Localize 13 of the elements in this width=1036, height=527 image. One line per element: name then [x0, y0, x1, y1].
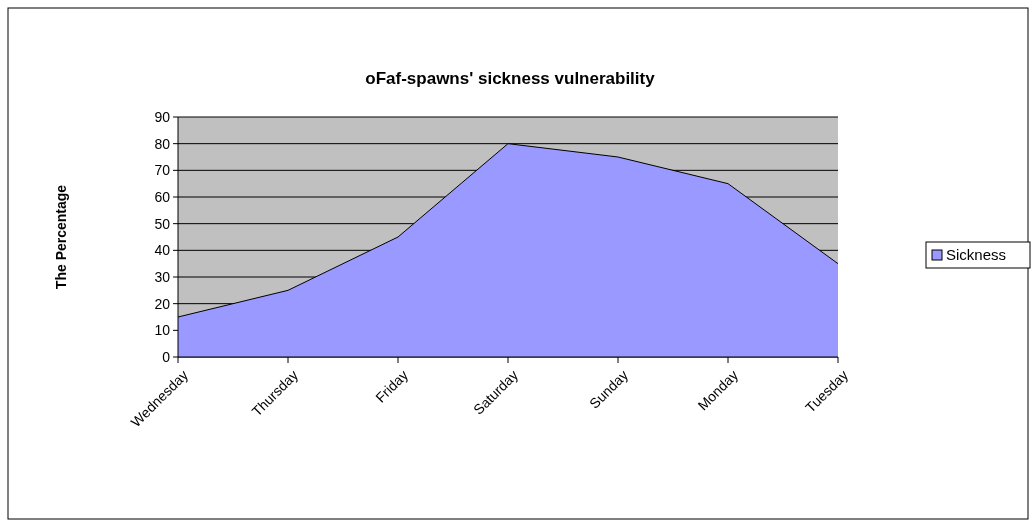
y-tick-label: 40: [154, 242, 171, 259]
y-tick-label: 50: [154, 215, 171, 232]
y-tick-label: 10: [154, 322, 171, 339]
y-tick-label: 0: [162, 348, 171, 365]
y-tick-label: 90: [154, 108, 171, 125]
chart-title: oFaf-spawns' sickness vulnerability: [365, 69, 656, 88]
y-tick-label: 30: [154, 268, 171, 285]
legend-label: Sickness: [946, 246, 1007, 264]
y-tick-label: 80: [154, 135, 171, 152]
y-tick-label: 70: [154, 162, 171, 179]
y-tick-label: 20: [154, 295, 171, 312]
y-axis-title: The Percentage: [53, 184, 69, 290]
y-tick-label: 60: [154, 188, 171, 205]
